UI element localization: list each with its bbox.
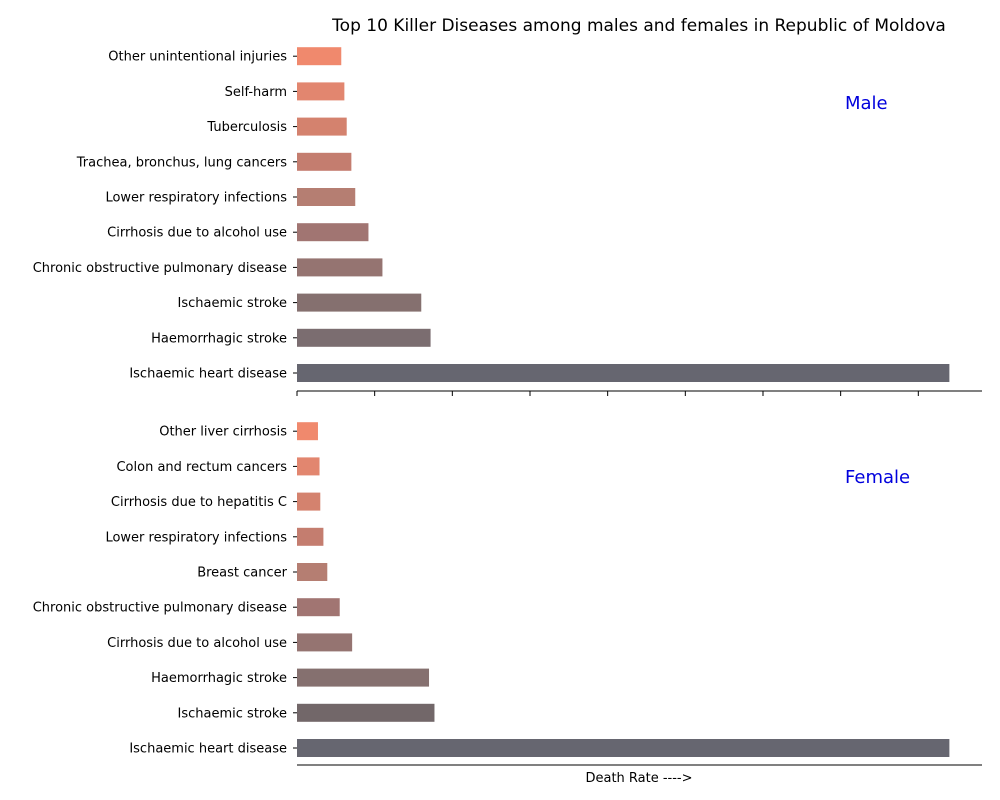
female-category-label: Chronic obstructive pulmonary disease: [33, 601, 287, 616]
male-category-label: Self-harm: [225, 85, 287, 100]
female-bar: [297, 422, 318, 441]
female-category-label: Ischaemic stroke: [178, 706, 287, 721]
male-bar: [297, 152, 352, 171]
chart-title: Top 10 Killer Diseases among males and f…: [331, 16, 946, 36]
female-category-label: Colon and rectum cancers: [116, 460, 287, 475]
male-category-label: Trachea, bronchus, lung cancers: [76, 155, 287, 170]
female-category-label: Other liver cirrhosis: [159, 425, 287, 440]
female-category-label: Cirrhosis due to alcohol use: [107, 636, 287, 651]
female-bar: [297, 457, 320, 476]
female-bar: [297, 563, 328, 581]
male-category-label: Tuberculosis: [206, 120, 287, 135]
male-bar: [297, 188, 356, 206]
x-axis-label: Death Rate ---->: [585, 771, 692, 786]
female-bar: [297, 668, 430, 687]
male-category-label: Cirrhosis due to alcohol use: [107, 226, 287, 241]
female-bar: [297, 527, 324, 546]
female-bar: [297, 703, 435, 722]
male-bar: [297, 364, 950, 382]
male-bar: [297, 293, 422, 312]
male-category-label: Chronic obstructive pulmonary disease: [33, 261, 287, 276]
male-panel: Ischaemic heart disease Haemorrhagic stro…: [33, 47, 982, 396]
male-category-label: Ischaemic stroke: [178, 296, 287, 311]
male-bar: [297, 82, 345, 101]
female-bar: [297, 633, 353, 652]
female-panel-label: Female: [845, 467, 910, 488]
male-category-label: Ischaemic heart disease: [129, 367, 287, 382]
female-category-label: Ischaemic heart disease: [129, 742, 287, 757]
female-panel: Ischaemic heart disease Ischaemic stroke H…: [33, 422, 982, 766]
male-bar: [297, 47, 342, 66]
male-category-label: Haemorrhagic stroke: [151, 331, 287, 346]
male-category-label: Lower respiratory infections: [105, 191, 287, 206]
female-bar: [297, 492, 321, 511]
female-category-label: Lower respiratory infections: [105, 530, 287, 545]
female-category-label: Haemorrhagic stroke: [151, 671, 287, 686]
male-bar: [297, 328, 431, 347]
female-bar: [297, 598, 340, 617]
female-category-label: Cirrhosis due to hepatitis C: [111, 495, 287, 510]
female-category-label: Breast cancer: [197, 566, 287, 581]
female-bar: [297, 739, 950, 757]
male-bar: [297, 223, 369, 242]
male-panel-label: Male: [845, 93, 888, 114]
male-bar: [297, 117, 347, 136]
male-bar: [297, 258, 383, 277]
male-category-label: Other unintentional injuries: [108, 50, 287, 65]
